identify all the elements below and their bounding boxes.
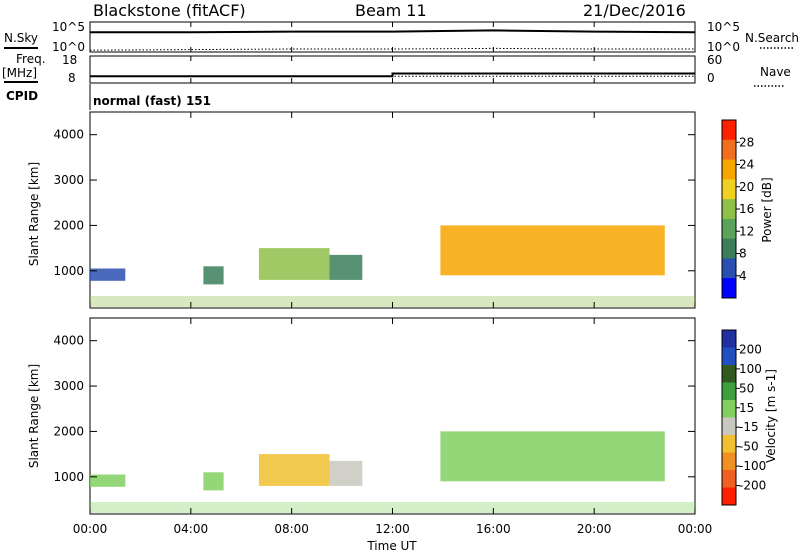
colorbar-swatch bbox=[722, 487, 736, 506]
noise-tick-top-right: 10^5 bbox=[707, 20, 740, 34]
colorbar-tick-label: 24 bbox=[739, 158, 754, 172]
colorbar-swatch bbox=[722, 400, 736, 418]
freq-label: Freq. bbox=[16, 52, 46, 66]
near-range-scatter bbox=[90, 296, 695, 307]
beam-title: Beam 11 bbox=[355, 1, 427, 20]
nsearch-label: N.Search bbox=[745, 31, 799, 45]
colorbar-tick-label: 16 bbox=[739, 202, 754, 216]
colorbar-tick-label: 4 bbox=[739, 269, 747, 283]
xtick-label: 00:00 bbox=[73, 522, 108, 536]
near-range-scatter bbox=[90, 502, 695, 513]
xtick-label: 20:00 bbox=[577, 522, 612, 536]
freq-series-0 bbox=[90, 72, 695, 78]
ytick-label: 1000 bbox=[53, 470, 84, 484]
scatter-region bbox=[203, 472, 224, 491]
freq-tick-bottom: 8 bbox=[68, 71, 76, 85]
scatter-region bbox=[329, 460, 363, 486]
xtick-label: 16:00 bbox=[476, 522, 511, 536]
ytick-label: 1000 bbox=[53, 264, 84, 278]
colorbar-tick-label: -50 bbox=[739, 440, 759, 454]
scatter-region bbox=[258, 454, 330, 486]
xtick-label: 00:00 bbox=[678, 522, 713, 536]
velocity-panel bbox=[89, 317, 696, 515]
xtick-label: 08:00 bbox=[274, 522, 309, 536]
colorbar-frame bbox=[721, 329, 737, 506]
freq-unit: [MHz] bbox=[2, 66, 37, 80]
colorbar-tick-label: -100 bbox=[739, 459, 766, 473]
scatter-region bbox=[440, 225, 665, 276]
ytick-label: 4000 bbox=[53, 128, 84, 142]
colorbar-tick-label: 8 bbox=[739, 247, 747, 261]
nave-tick-top: 60 bbox=[707, 53, 722, 67]
xaxis-label: Time UT bbox=[366, 539, 417, 553]
colorbar-tick-label: 100 bbox=[739, 362, 762, 376]
colorbar-tick-label: 200 bbox=[739, 342, 762, 356]
ytick-label: 2000 bbox=[53, 424, 84, 438]
colorbar-swatch bbox=[722, 365, 736, 383]
colorbar-tick-label: 15 bbox=[739, 401, 754, 415]
colorbar-swatch bbox=[722, 199, 736, 220]
noise-series-0 bbox=[90, 29, 696, 34]
colorbar-swatch bbox=[722, 120, 736, 141]
scatter-region bbox=[90, 474, 126, 487]
power-colorbar-label: Power [dB] bbox=[760, 177, 774, 242]
colorbar-tick-label: 28 bbox=[739, 135, 754, 149]
colorbar-swatch bbox=[722, 139, 736, 161]
colorbar-swatch bbox=[722, 238, 736, 259]
colorbar-swatch bbox=[722, 258, 736, 279]
colorbar-swatch bbox=[722, 470, 736, 488]
velocity-colorbar-label: Velocity [m s-1] bbox=[764, 369, 778, 463]
power-ylabel: Slant Range [km] bbox=[27, 162, 41, 266]
date-title: 21/Dec/2016 bbox=[583, 1, 686, 20]
colorbar-swatch bbox=[722, 452, 736, 471]
scatter-region bbox=[329, 254, 363, 280]
freq-tick-top: 18 bbox=[62, 53, 77, 67]
noise-tick-top-left: 10^5 bbox=[52, 20, 85, 34]
colorbar-swatch bbox=[722, 382, 736, 401]
colorbar-swatch bbox=[722, 417, 736, 436]
cpid-label: CPID bbox=[6, 89, 38, 103]
scatter-region bbox=[90, 268, 126, 281]
cpid-value: normal (fast) 151 bbox=[93, 94, 211, 108]
noise-tick-bottom-left: 10^0 bbox=[52, 40, 85, 54]
station-title: Blackstone (fitACF) bbox=[93, 1, 246, 20]
colorbar-tick-label: 12 bbox=[739, 224, 754, 238]
xtick-label: 04:00 bbox=[174, 522, 209, 536]
nave-tick-bottom: 0 bbox=[707, 71, 715, 85]
colorbar-tick-label: 50 bbox=[739, 381, 754, 395]
colorbar-swatch bbox=[722, 218, 736, 240]
colorbar-swatch bbox=[722, 159, 736, 180]
scatter-region bbox=[258, 248, 330, 280]
colorbar-swatch bbox=[722, 347, 736, 366]
colorbar-tick-label: 20 bbox=[739, 180, 754, 194]
colorbar-tick-label: -200 bbox=[739, 479, 766, 493]
noise-tick-bottom-right: 10^0 bbox=[707, 40, 740, 54]
colorbar-swatch bbox=[722, 330, 736, 348]
colorbar-swatch bbox=[722, 179, 736, 200]
scatter-region bbox=[203, 266, 224, 285]
ytick-label: 3000 bbox=[53, 379, 84, 393]
ytick-label: 3000 bbox=[53, 173, 84, 187]
colorbar-swatch bbox=[722, 435, 736, 453]
power-panel bbox=[89, 111, 696, 309]
scatter-region bbox=[440, 431, 665, 482]
colorbar-tick-label: -15 bbox=[739, 420, 759, 434]
nave-label: Nave bbox=[760, 65, 791, 79]
ytick-label: 4000 bbox=[53, 334, 84, 348]
velocity-ylabel: Slant Range [km] bbox=[27, 364, 41, 468]
nsky-label: N.Sky bbox=[4, 31, 38, 45]
ytick-label: 2000 bbox=[53, 218, 84, 232]
colorbar-swatch bbox=[722, 278, 736, 299]
xtick-label: 12:00 bbox=[375, 522, 410, 536]
